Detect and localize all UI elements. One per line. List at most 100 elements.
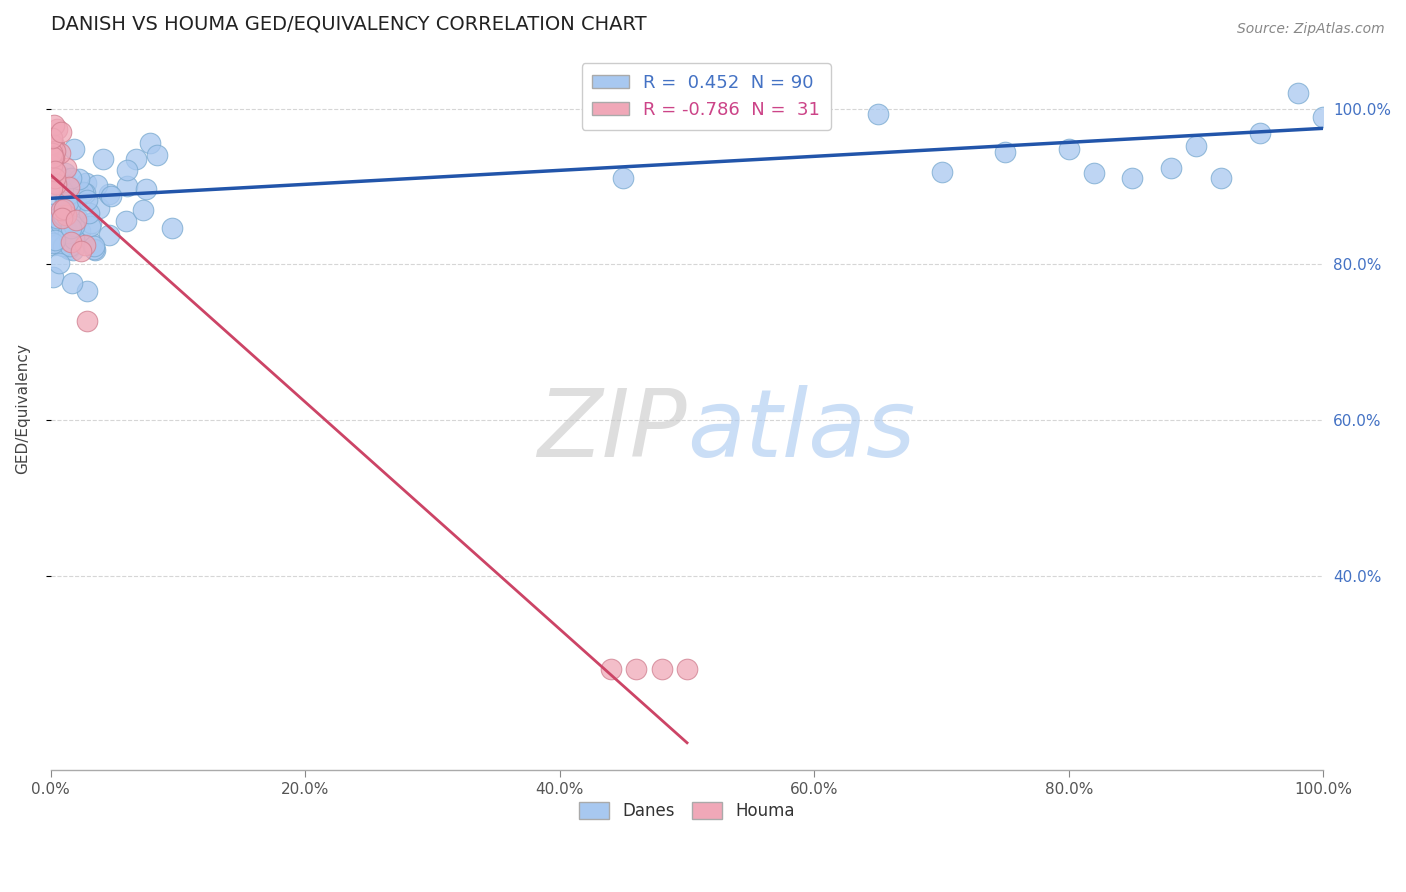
Point [51, 203, 73, 218]
Point [59, 235, 82, 249]
Point [41, 181, 63, 195]
Point [51, 211, 73, 226]
Point [70, 244, 93, 258]
Point [42, 270, 65, 285]
Point [931, 165, 953, 179]
Point [59, 182, 82, 196]
Text: Source: ZipAtlas.com: Source: ZipAtlas.com [1237, 22, 1385, 37]
Point [51, 169, 73, 184]
Point [98, 227, 121, 242]
Point [63, 142, 86, 156]
Point [41, 145, 63, 160]
Point [41, 130, 63, 145]
Point [83, 243, 105, 257]
Point [63, 219, 86, 233]
Point [46, 236, 69, 251]
Point [52, 239, 75, 253]
Text: atlas: atlas [688, 384, 915, 475]
Point [41, 158, 63, 172]
Point [42, 194, 65, 209]
Point [60, 222, 83, 236]
Point [52, 208, 75, 222]
Point [59, 184, 82, 198]
Point [69, 224, 91, 238]
Point [65, 213, 87, 227]
Point [44, 233, 66, 247]
Point [77, 206, 100, 220]
Point [42, 118, 65, 132]
Point [676, 662, 699, 676]
Point [97, 186, 120, 201]
Point [42, 138, 65, 153]
Point [83, 239, 105, 253]
Point [48, 219, 70, 234]
Point [84, 243, 107, 257]
Point [58, 242, 80, 256]
Point [59, 201, 82, 215]
Point [994, 145, 1017, 160]
Point [67, 172, 90, 186]
Point [1083, 166, 1105, 180]
Point [56, 194, 79, 209]
Point [58, 186, 80, 201]
Point [676, 87, 699, 101]
Point [139, 136, 162, 151]
Point [65, 217, 87, 231]
Point [1286, 87, 1309, 101]
Point [73, 186, 96, 200]
Point [58, 180, 80, 194]
Point [46, 121, 69, 136]
Point [41, 235, 63, 250]
Point [146, 147, 169, 161]
Text: DANISH VS HOUMA GED/EQUIVALENCY CORRELATION CHART: DANISH VS HOUMA GED/EQUIVALENCY CORRELAT… [51, 15, 647, 34]
Point [651, 662, 673, 676]
Point [44, 170, 66, 185]
Point [76, 193, 98, 207]
Point [49, 146, 72, 161]
Point [58, 178, 80, 193]
Point [132, 203, 155, 218]
Point [59, 220, 82, 235]
Point [49, 217, 72, 231]
Point [45, 178, 67, 192]
Point [87, 201, 110, 215]
Point [53, 166, 76, 180]
Point [55, 190, 77, 204]
Point [117, 178, 139, 193]
Point [66, 211, 89, 226]
Point [612, 171, 634, 186]
Point [1160, 161, 1182, 176]
Point [55, 191, 77, 205]
Point [1185, 138, 1208, 153]
Point [65, 194, 87, 209]
Point [44, 219, 66, 233]
Point [160, 220, 183, 235]
Point [41, 206, 63, 220]
Point [599, 662, 621, 676]
Point [1312, 110, 1334, 124]
Point [115, 214, 138, 228]
Point [86, 178, 108, 192]
Point [80, 216, 103, 230]
Point [72, 186, 94, 200]
Point [60, 276, 83, 290]
Point [53, 194, 76, 208]
Text: ZIP: ZIP [537, 384, 688, 475]
Point [135, 182, 157, 196]
Point [75, 238, 97, 252]
Point [91, 152, 114, 166]
Point [1249, 126, 1271, 140]
Point [115, 162, 138, 177]
Point [44, 144, 66, 158]
Point [75, 176, 97, 190]
Point [46, 211, 69, 225]
Point [1211, 170, 1233, 185]
Point [100, 189, 122, 203]
Point [63, 232, 86, 246]
Point [44, 150, 66, 164]
Point [41, 137, 63, 152]
Point [55, 208, 77, 222]
Point [49, 125, 72, 139]
Point [55, 200, 77, 214]
Legend: Danes, Houma: Danes, Houma [572, 796, 801, 827]
